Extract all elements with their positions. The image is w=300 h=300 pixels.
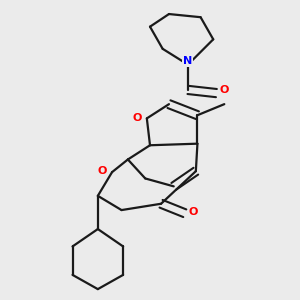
Text: O: O bbox=[220, 85, 229, 95]
Text: O: O bbox=[98, 166, 107, 176]
Text: O: O bbox=[189, 207, 198, 217]
Text: O: O bbox=[133, 113, 142, 123]
Text: N: N bbox=[183, 56, 193, 66]
